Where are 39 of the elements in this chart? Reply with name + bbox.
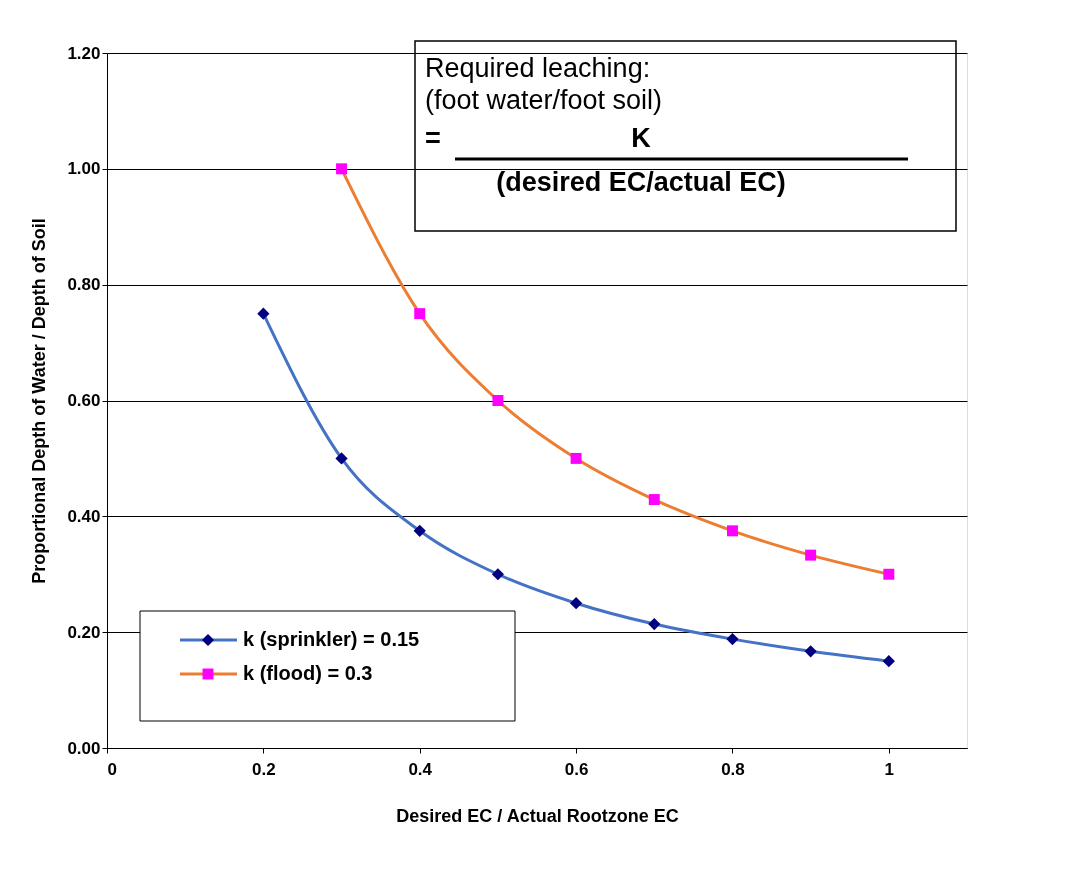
point (414, 308, 426, 320)
point (570, 452, 582, 464)
annotation: = (425, 123, 441, 153)
y-tick-label: 1.00 (67, 159, 101, 179)
point (883, 568, 895, 580)
annotation: (desired EC/actual EC) (496, 167, 786, 197)
y-tick-label: 0.60 (67, 391, 101, 410)
annotation: (foot water/foot soil) (425, 85, 663, 115)
legend-label: k (flood) = 0.3 (243, 662, 373, 684)
point (726, 632, 739, 646)
y-axis-title: Proportional Depth of Water / Depth of Soil (29, 218, 50, 584)
point (648, 617, 661, 631)
point (726, 525, 738, 537)
x-tick-label: 0.2 (252, 759, 276, 779)
x-tick-label: 0.6 (564, 759, 589, 779)
point (805, 549, 817, 561)
point (257, 307, 270, 320)
annotation: K (631, 123, 652, 153)
point (804, 645, 817, 658)
point (648, 494, 660, 506)
point (492, 395, 504, 406)
y-tick-label: 1.20 (67, 43, 101, 63)
point (882, 655, 895, 668)
x-tick-label: 0.4 (408, 759, 433, 779)
point (491, 568, 505, 581)
x-axis-title: Desired EC / Actual Rootzone EC (396, 805, 679, 826)
legend-label: k (sprinkler) = 0.15 (243, 628, 420, 650)
point (336, 163, 348, 175)
point (413, 524, 426, 537)
point (569, 597, 583, 610)
y-tick-label: 0.00 (67, 738, 101, 758)
x-tick-label: 0.8 (721, 759, 745, 779)
y-tick-label: 0.40 (67, 506, 101, 526)
point (335, 452, 348, 465)
annotation: Required leaching: (425, 53, 651, 83)
y-tick-label: 0.80 (67, 275, 101, 295)
y-tick-label: 0.20 (67, 622, 101, 642)
x-tick-label: 0 (107, 759, 117, 779)
x-tick-label: 1 (884, 759, 895, 779)
